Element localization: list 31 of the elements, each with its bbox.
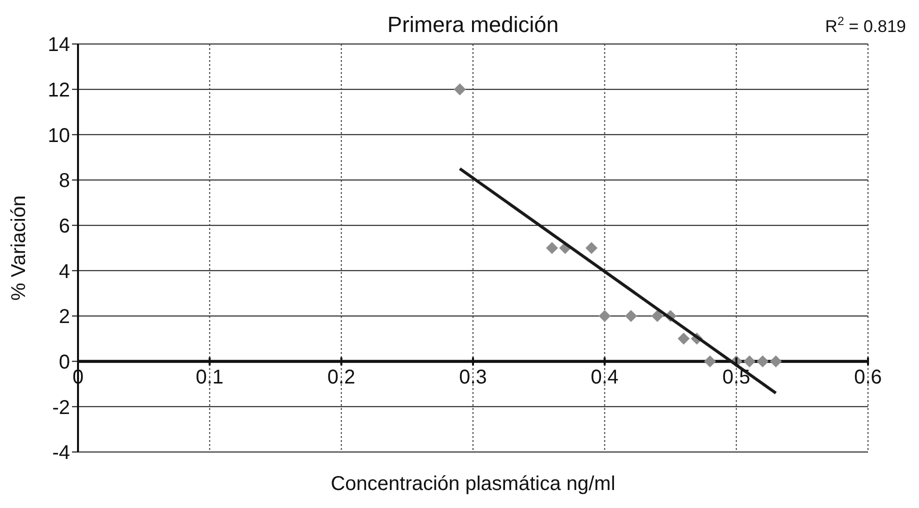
x-axis-title: Concentración plasmática ng/ml xyxy=(330,473,616,495)
point xyxy=(770,355,782,368)
x-tick-label: 0.2 xyxy=(327,366,356,388)
point xyxy=(586,242,598,254)
chart-title: Primera medición xyxy=(387,12,559,37)
y-tick-label: -2 xyxy=(52,396,70,419)
y-tick-label: 0 xyxy=(58,351,70,374)
point xyxy=(704,355,716,368)
y-axis-title: % Variación xyxy=(8,195,30,301)
y-tick-label: 14 xyxy=(48,34,70,56)
point xyxy=(744,355,756,368)
x-tick-label: 0.1 xyxy=(196,366,224,388)
point xyxy=(598,310,611,322)
point xyxy=(454,83,466,96)
point xyxy=(678,332,690,345)
point xyxy=(546,242,558,254)
y-tick-label: 8 xyxy=(58,170,70,192)
y-tick-label: 6 xyxy=(58,215,70,238)
y-tick-label: -4 xyxy=(52,442,70,464)
x-tick-label: 0.6 xyxy=(854,366,882,388)
point xyxy=(651,310,664,322)
text: R$^{2}$ = 0.819 xyxy=(825,14,906,36)
y-tick-label: 2 xyxy=(58,306,70,328)
x-tick-label: 0.4 xyxy=(590,366,619,388)
point xyxy=(756,355,769,368)
y-tick-label: 12 xyxy=(48,79,70,102)
x-tick-label: 0.5 xyxy=(722,366,750,388)
y-tick-label: 10 xyxy=(48,124,70,147)
y-tick-label: 4 xyxy=(58,260,70,283)
point xyxy=(625,310,637,322)
x-tick-label: 0.3 xyxy=(459,366,487,388)
